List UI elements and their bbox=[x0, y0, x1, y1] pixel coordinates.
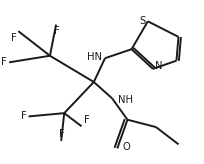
Text: F: F bbox=[21, 112, 26, 121]
Text: NH: NH bbox=[117, 95, 132, 105]
Text: N: N bbox=[154, 62, 162, 71]
Text: F: F bbox=[83, 115, 89, 125]
Text: S: S bbox=[139, 16, 145, 25]
Text: O: O bbox=[122, 142, 130, 152]
Text: F: F bbox=[59, 129, 65, 139]
Text: F: F bbox=[1, 57, 7, 67]
Text: F: F bbox=[10, 33, 16, 43]
Text: F: F bbox=[54, 26, 60, 36]
Text: HN: HN bbox=[86, 52, 101, 62]
